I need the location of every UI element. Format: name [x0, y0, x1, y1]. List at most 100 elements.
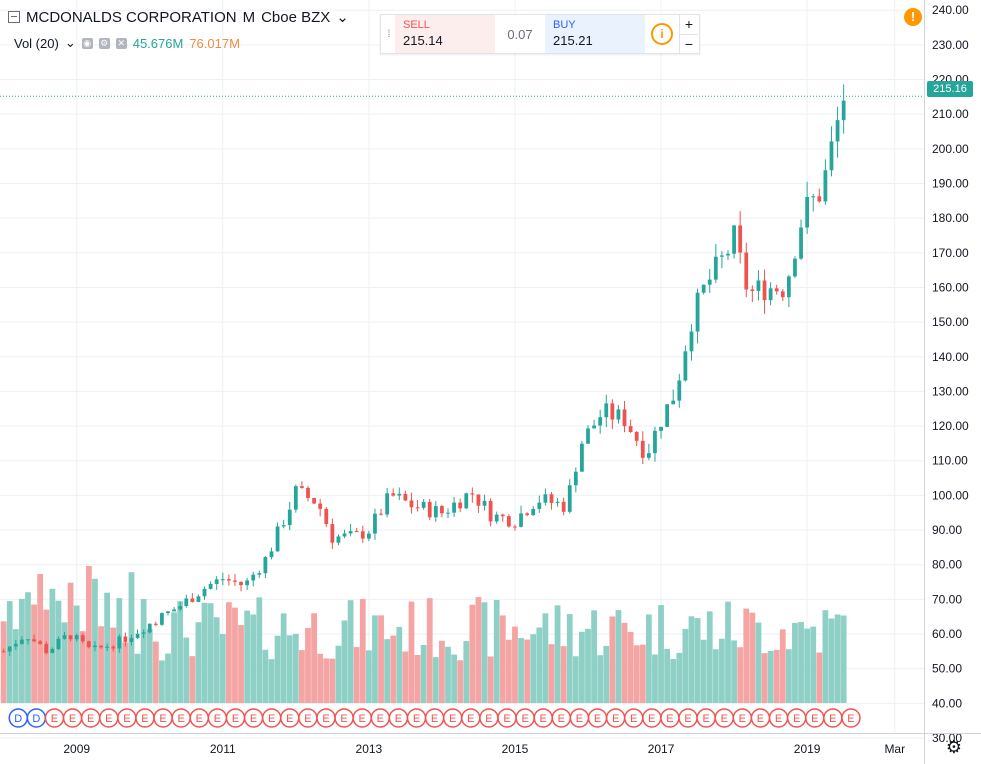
alert-icon[interactable]: ! — [904, 8, 922, 26]
candle-body — [202, 588, 207, 597]
volume-bar — [445, 646, 451, 703]
volume-bar — [585, 628, 591, 703]
zoom-out-button[interactable]: − — [684, 35, 694, 52]
volume-bar — [299, 650, 305, 703]
volume-bar — [560, 646, 567, 703]
candle-body — [713, 256, 718, 280]
volume-bar — [262, 649, 269, 703]
candle-body — [835, 120, 840, 142]
candle-body — [348, 531, 353, 534]
volume-bar — [159, 660, 165, 703]
volume-bar — [645, 614, 652, 703]
event-marker-label: E — [214, 713, 221, 725]
event-marker-label: E — [829, 713, 836, 725]
candle-body — [287, 509, 292, 526]
volume-bar — [256, 597, 263, 703]
y-tick-label: 200.00 — [932, 142, 969, 156]
volume-bar — [804, 628, 811, 703]
y-tick-label: 160.00 — [932, 280, 969, 294]
y-tick-label: 180.00 — [932, 211, 969, 225]
candle-body — [829, 141, 834, 171]
event-marker-label: E — [467, 713, 474, 725]
volume-bar — [73, 605, 80, 703]
candle-body — [732, 225, 736, 254]
candle-body — [768, 288, 773, 301]
event-marker-label: E — [359, 713, 366, 725]
event-marker-label: E — [648, 713, 655, 725]
volume-bar — [329, 658, 336, 703]
candle-body — [780, 291, 785, 298]
candle-body — [707, 279, 712, 285]
y-tick-label: 70.00 — [932, 592, 962, 606]
candle-body — [604, 403, 609, 418]
x-tick-label: 2017 — [648, 742, 675, 756]
candle-body — [153, 623, 158, 625]
settings-gear-icon[interactable]: ⚙ — [945, 737, 963, 757]
x-tick-label: 2013 — [356, 742, 383, 756]
volume-value-a: 45.676M — [132, 35, 184, 51]
candle-body — [506, 516, 511, 527]
volume-bar — [475, 597, 482, 703]
event-marker-label: E — [51, 713, 58, 725]
volume-bar — [542, 613, 549, 703]
volume-bar — [250, 614, 257, 703]
volume-bar — [579, 631, 585, 703]
candle-body — [160, 613, 164, 625]
candle-body — [805, 196, 810, 228]
event-marker-label: E — [159, 713, 166, 725]
series-legend[interactable]: MCDONALDS CORPORATION M Cboe BZX ⌄ — [8, 8, 349, 26]
volume-bar — [609, 616, 616, 703]
candle-body — [537, 502, 542, 509]
volume-bar — [408, 601, 415, 703]
candle-body — [567, 485, 572, 512]
candle-body — [257, 573, 262, 575]
exchange-label: Cboe BZX — [261, 8, 331, 26]
volume-bar — [347, 600, 354, 703]
event-marker-label: E — [757, 713, 764, 725]
event-marker-label: E — [811, 713, 818, 725]
volume-bar — [341, 620, 348, 703]
candle-body — [464, 493, 469, 509]
y-tick-label: 140.00 — [932, 350, 969, 364]
volume-bar — [524, 639, 531, 703]
y-tick-label: 50.00 — [932, 662, 962, 676]
volume-bar — [67, 582, 74, 703]
volume-bar — [767, 651, 774, 703]
volume-bar — [365, 650, 372, 703]
volume-legend[interactable]: Vol (20) ⌄ ◉ ⚙ ✕ 45.676M 76.017M — [14, 35, 240, 51]
chevron-down-icon[interactable]: ⌄ — [64, 35, 76, 50]
chevron-down-icon[interactable]: ⌄ — [336, 9, 349, 26]
candle-body — [403, 493, 408, 501]
event-marker-label: E — [594, 713, 601, 725]
info-button[interactable]: i — [645, 15, 679, 53]
collapse-icon[interactable] — [8, 11, 20, 23]
volume-bar — [481, 602, 488, 703]
volume-bar — [414, 655, 421, 703]
candle-body — [653, 430, 657, 454]
volume-bar — [725, 601, 731, 703]
candle-body — [269, 551, 274, 558]
eye-icon[interactable]: ◉ — [81, 37, 93, 49]
gear-icon[interactable]: ⚙ — [98, 37, 110, 49]
candle-body — [586, 428, 590, 444]
x-tick-label: 2009 — [63, 742, 90, 756]
candle-body — [80, 635, 85, 642]
y-tick-label: 150.00 — [932, 315, 969, 329]
zoom-in-button[interactable]: + — [680, 15, 698, 35]
volume-bar — [353, 647, 360, 703]
volume-bar — [98, 626, 104, 703]
candle-body — [519, 513, 523, 527]
volume-bar — [207, 603, 214, 703]
volume-bar — [548, 644, 555, 703]
drag-handle-icon[interactable]: ⁞⁞ — [387, 28, 391, 40]
volume-bar — [810, 626, 817, 703]
volume-bar — [706, 611, 713, 703]
buy-button[interactable]: BUY 215.21 — [545, 15, 645, 53]
candle-body — [446, 512, 450, 514]
candle-body — [610, 403, 615, 420]
candle-body — [330, 524, 335, 543]
volume-bar — [676, 652, 683, 703]
close-icon[interactable]: ✕ — [115, 37, 127, 49]
sell-button[interactable]: SELL 215.14 — [395, 15, 495, 53]
